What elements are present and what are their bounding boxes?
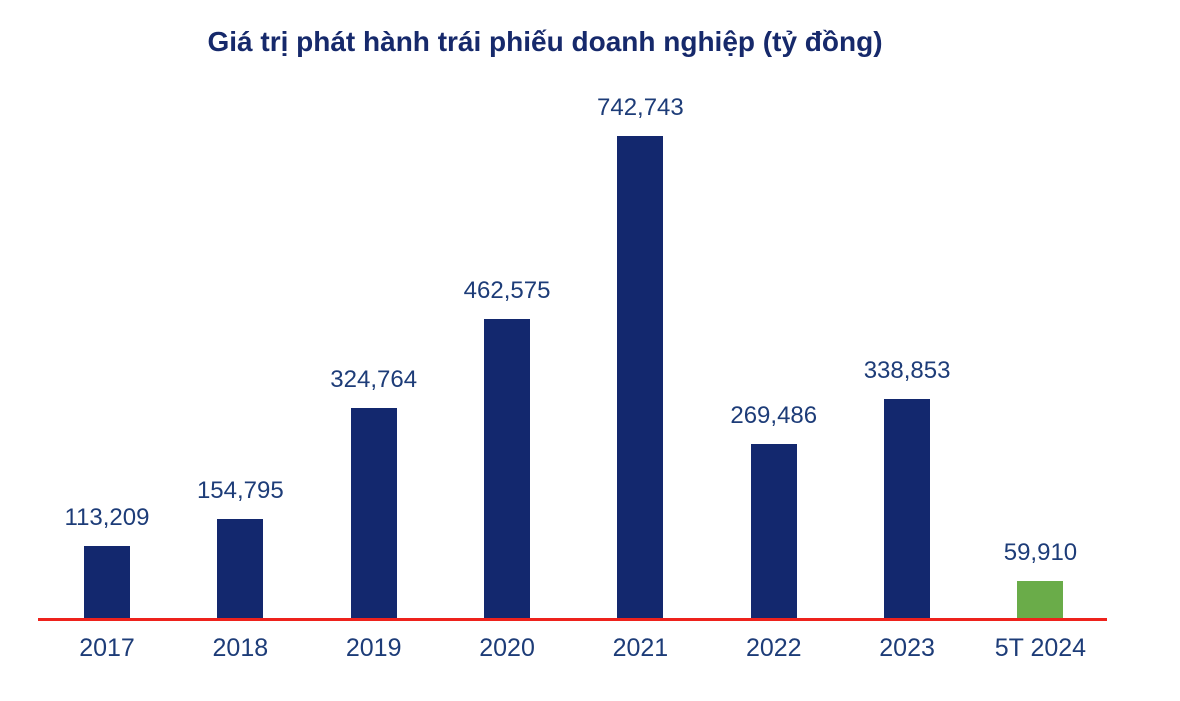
x-tick-label: 2020 (479, 634, 535, 662)
x-tick-label: 2018 (212, 634, 269, 662)
bar-value-label: 462,575 (463, 277, 551, 304)
bar-5T 2024 (1017, 581, 1064, 620)
x-tick-label: 2017 (79, 634, 135, 662)
bar-2022 (750, 444, 797, 620)
x-tick-label: 2019 (345, 634, 402, 662)
bar-value-label: 324,764 (330, 366, 418, 393)
bar-value-label: 154,795 (196, 477, 284, 504)
bar-2019 (350, 408, 397, 620)
chart-title: Giá trị phát hành trái phiếu doanh nghiệ… (207, 26, 883, 57)
x-tick-label: 2021 (612, 634, 669, 662)
bar-2020 (484, 319, 531, 620)
bar-2023 (884, 399, 931, 620)
x-axis-line (38, 618, 1107, 621)
bar-value-label: 113,209 (64, 504, 150, 531)
bar-value-label: 338,853 (863, 357, 951, 384)
x-tick-label: 2023 (879, 634, 935, 662)
bar-value-label: 59,910 (1003, 539, 1078, 566)
x-tick-label: 2022 (745, 634, 802, 662)
bar-value-label: 269,486 (730, 402, 818, 429)
x-tick-label: 5T 2024 (994, 634, 1087, 662)
bar-2018 (217, 519, 264, 620)
bar-2021 (617, 136, 664, 620)
bar-value-label: 742,743 (597, 94, 684, 121)
bar-2017 (84, 546, 130, 620)
